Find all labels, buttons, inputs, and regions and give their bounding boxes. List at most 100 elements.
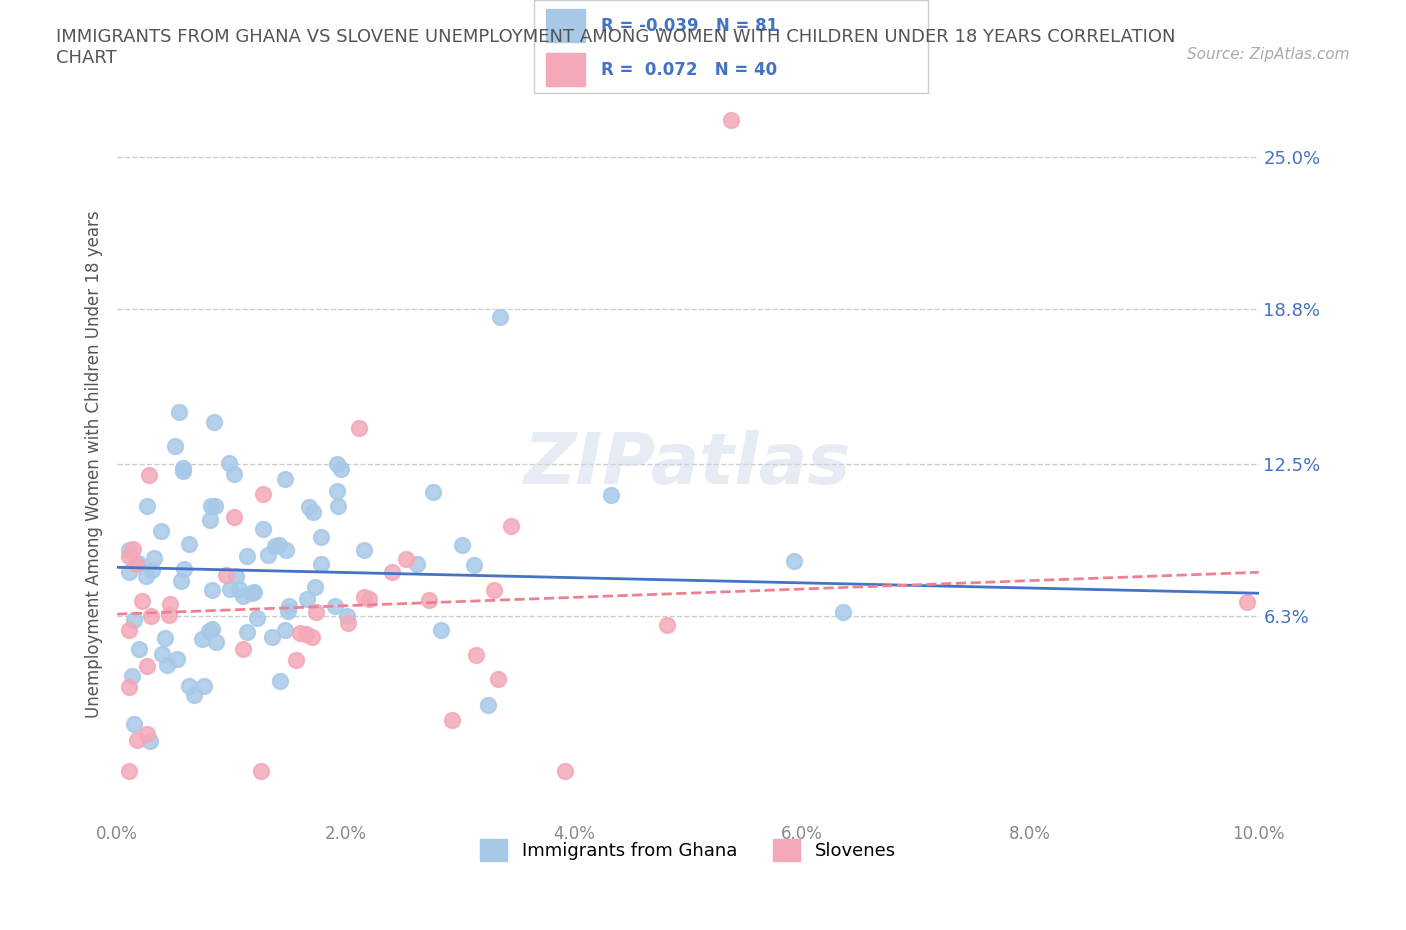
Point: [201, 622, 224, 637]
Point: [236, 549, 259, 564]
Point: [418, 592, 440, 607]
Text: ZIPatlas: ZIPatlas: [524, 430, 852, 498]
Point: [222, 510, 245, 525]
Point: [284, 652, 307, 667]
Point: [381, 565, 404, 579]
Point: [125, 557, 148, 572]
Point: [232, 589, 254, 604]
Point: [173, 562, 195, 577]
Point: [141, 562, 163, 577]
Point: [118, 764, 141, 778]
Point: [353, 590, 375, 604]
Point: [782, 553, 804, 568]
Point: [128, 642, 150, 657]
Point: [482, 582, 505, 597]
Point: [150, 646, 173, 661]
Point: [215, 567, 238, 582]
Text: Source: ZipAtlas.com: Source: ZipAtlas.com: [1187, 46, 1350, 61]
Legend: Immigrants from Ghana, Slovenes: Immigrants from Ghana, Slovenes: [472, 831, 903, 869]
Point: [157, 607, 180, 622]
Point: [177, 678, 200, 693]
Point: [554, 764, 576, 778]
Point: [135, 498, 157, 513]
Point: [117, 679, 139, 694]
Point: [477, 698, 499, 712]
Point: [117, 622, 139, 637]
Point: [163, 438, 186, 453]
Point: [264, 539, 287, 554]
Point: [121, 669, 143, 684]
Point: [153, 631, 176, 645]
Point: [198, 623, 221, 638]
Text: IMMIGRANTS FROM GHANA VS SLOVENE UNEMPLOYMENT AMONG WOMEN WITH CHILDREN UNDER 18: IMMIGRANTS FROM GHANA VS SLOVENE UNEMPLO…: [56, 28, 1175, 67]
Text: R = -0.039   N = 81: R = -0.039 N = 81: [602, 17, 779, 35]
Point: [172, 464, 194, 479]
Point: [136, 726, 159, 741]
FancyBboxPatch shape: [546, 9, 585, 42]
Point: [269, 674, 291, 689]
Point: [720, 113, 742, 127]
Point: [245, 611, 267, 626]
Point: [201, 582, 224, 597]
Point: [117, 565, 139, 579]
Point: [267, 538, 290, 552]
Point: [465, 647, 488, 662]
Point: [278, 598, 301, 613]
Point: [1236, 594, 1258, 609]
Point: [191, 631, 214, 646]
Text: R =  0.072   N = 40: R = 0.072 N = 40: [602, 60, 778, 79]
Y-axis label: Unemployment Among Women with Children Under 18 years: Unemployment Among Women with Children U…: [86, 210, 103, 718]
Point: [125, 733, 148, 748]
Point: [131, 593, 153, 608]
Point: [172, 460, 194, 475]
Point: [243, 584, 266, 599]
Point: [205, 634, 228, 649]
Point: [290, 626, 312, 641]
Point: [489, 310, 512, 325]
Point: [260, 630, 283, 644]
Point: [430, 622, 453, 637]
Point: [406, 556, 429, 571]
Point: [166, 652, 188, 667]
Point: [252, 522, 274, 537]
Point: [311, 530, 333, 545]
Point: [309, 556, 332, 571]
Point: [301, 630, 323, 644]
Point: [274, 622, 297, 637]
Point: [225, 568, 247, 583]
FancyBboxPatch shape: [546, 53, 585, 86]
Point: [170, 574, 193, 589]
Point: [143, 551, 166, 565]
Point: [139, 734, 162, 749]
Point: [252, 487, 274, 502]
Point: [135, 568, 157, 583]
FancyBboxPatch shape: [534, 0, 928, 93]
Point: [450, 538, 472, 552]
Point: [600, 487, 623, 502]
Point: [655, 618, 678, 632]
Point: [179, 536, 201, 551]
Point: [441, 712, 464, 727]
Point: [150, 524, 173, 538]
Point: [486, 671, 509, 686]
Point: [222, 466, 245, 481]
Point: [304, 580, 326, 595]
Point: [198, 512, 221, 527]
Point: [335, 608, 357, 623]
Point: [122, 542, 145, 557]
Point: [329, 461, 352, 476]
Point: [295, 591, 318, 606]
Point: [294, 627, 316, 642]
Point: [831, 604, 853, 619]
Point: [141, 608, 163, 623]
Point: [298, 499, 321, 514]
Point: [326, 498, 349, 513]
Point: [124, 717, 146, 732]
Point: [240, 586, 263, 601]
Point: [499, 518, 522, 533]
Point: [336, 616, 359, 631]
Point: [359, 591, 381, 606]
Point: [305, 604, 328, 619]
Point: [422, 485, 444, 499]
Point: [276, 542, 298, 557]
